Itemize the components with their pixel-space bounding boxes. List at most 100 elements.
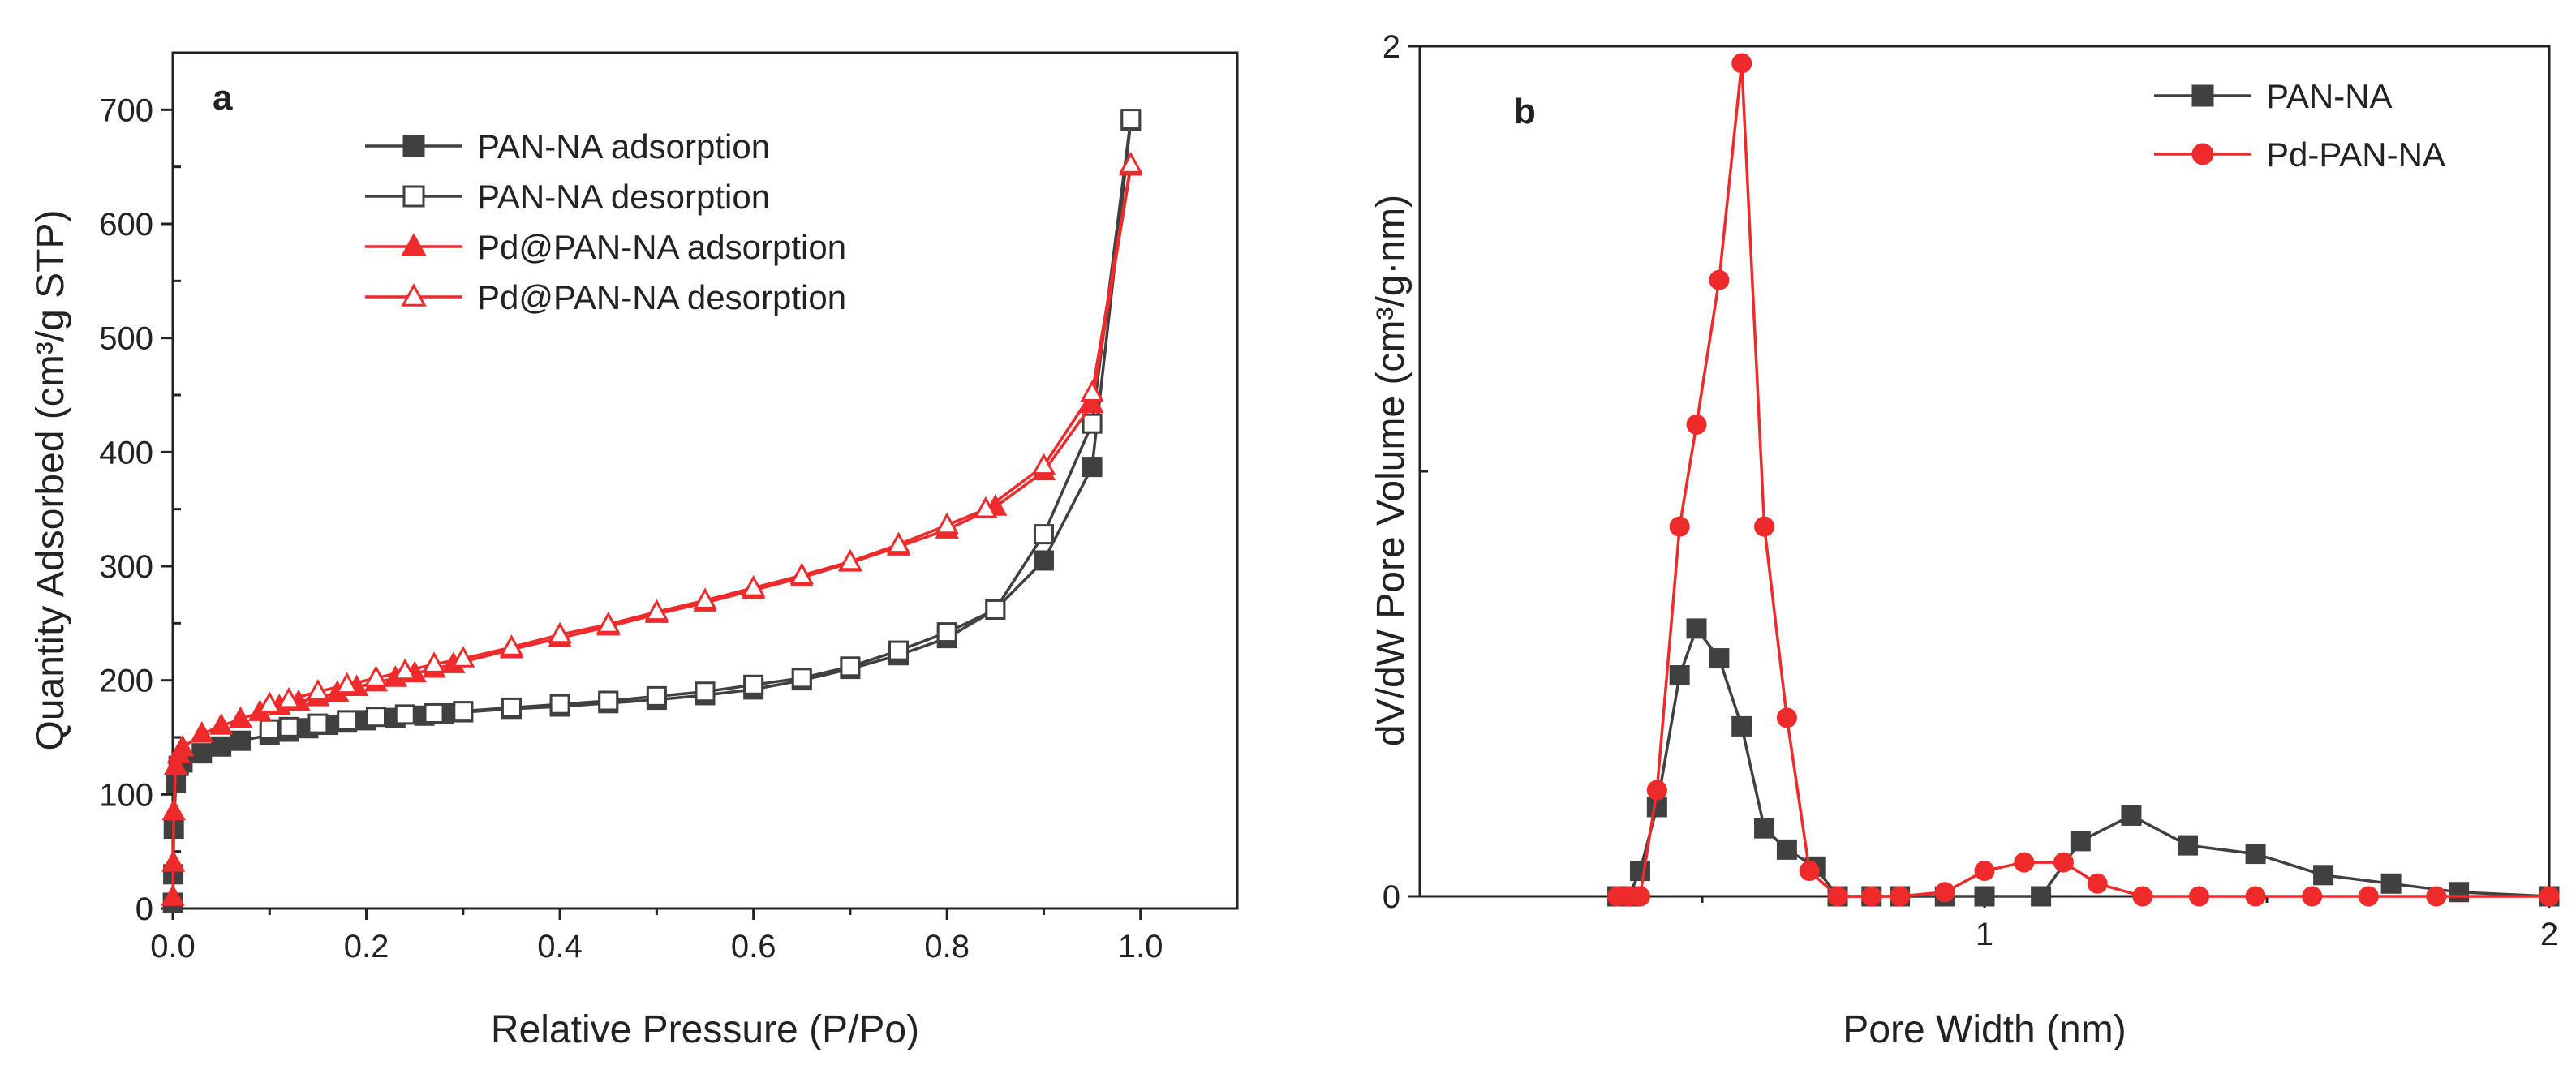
a-data-point (1119, 152, 1143, 174)
a-data-point (161, 884, 185, 906)
a-y-tick-label: 400 (99, 435, 153, 470)
a-data-point (257, 691, 282, 714)
b-data-point (2188, 886, 2209, 907)
b-data-point (1669, 665, 1690, 686)
b-x-tick-label: 2 (2540, 917, 2558, 952)
a-data-point (840, 656, 861, 677)
panel-a-series (161, 109, 1143, 913)
panel-b-xlabel: Pore Width (nm) (1843, 1008, 2126, 1051)
a-data-point (838, 548, 862, 571)
a-x-tick-label: 0.4 (537, 929, 583, 964)
a-data-point (453, 701, 474, 722)
a-data-point (936, 622, 957, 643)
a-data-point (211, 736, 232, 757)
a-legend-label: Pd@PAN-NA desorption (477, 278, 846, 316)
b-data-point (1827, 886, 1848, 907)
a-data-point (791, 668, 812, 689)
a-data-point (499, 634, 524, 656)
a-data-point (1082, 457, 1103, 478)
a-data-point (337, 710, 358, 731)
a-data-point (548, 621, 572, 644)
a-legend-label: PAN-NA desorption (477, 178, 770, 216)
a-data-point (393, 658, 417, 681)
b-data-point (1754, 818, 1775, 839)
b-data-point (1731, 53, 1752, 74)
b-data-point (2132, 886, 2153, 907)
a-data-point (365, 707, 386, 728)
b-data-point (1974, 886, 1995, 907)
a-data-point (228, 706, 253, 728)
b-data-point (1709, 269, 1730, 290)
a-data-point (644, 599, 669, 621)
a-legend-marker (401, 233, 427, 256)
a-y-tick-label: 600 (99, 207, 153, 243)
a-data-point (230, 730, 251, 751)
b-data-point (2302, 886, 2323, 907)
b-data-point (2380, 873, 2402, 894)
a-x-tick-label: 0.0 (150, 929, 196, 964)
b-data-point (1776, 839, 1797, 860)
panel-b-series (1607, 53, 2560, 907)
a-data-point (161, 849, 186, 872)
panel-b-ticks: 1 2 0 2 (1383, 29, 2558, 952)
b-x-tick-label: 1 (1976, 917, 1993, 952)
b-data-point (2449, 882, 2470, 903)
b-data-point (2178, 835, 2199, 856)
a-data-point (306, 678, 330, 701)
a-data-point (935, 512, 959, 535)
b-data-point (1799, 861, 1820, 882)
b-data-point (2426, 886, 2447, 907)
b-data-point (1686, 618, 1707, 639)
b-data-point (1861, 886, 1882, 907)
a-data-point (693, 587, 717, 610)
b-data-point (1934, 882, 1955, 903)
a-data-point (170, 734, 195, 757)
a-data-point (363, 665, 389, 687)
a-legend-marker (402, 135, 425, 157)
b-data-point (1646, 797, 1667, 818)
a-data-point (549, 694, 570, 715)
b-y-tick-label: 0 (1383, 879, 1400, 915)
a-legend-label: Pd@PAN-NA adsorption (477, 228, 846, 266)
b-legend-label: PAN-NA (2266, 77, 2393, 115)
a-data-point (1082, 413, 1103, 434)
a-data-point (424, 702, 445, 724)
b-data-point (2121, 805, 2142, 826)
panel-a-ylabel: Quantity Adsorbed (cm³/g STP) (29, 210, 72, 751)
panel-a-letter: a (213, 78, 233, 118)
b-data-point (2539, 886, 2560, 907)
a-data-point (307, 713, 329, 734)
b-series-2 (1607, 53, 2560, 907)
a-data-point (743, 674, 764, 695)
b-data-point (2358, 886, 2379, 907)
a-data-point (789, 562, 814, 585)
panel-b-ylabel: dV/dW Pore Volume (cm³/g·nm) (1370, 195, 1413, 746)
panel-b-legend: PAN-NA Pd-PAN-NA (2154, 77, 2445, 174)
a-data-point (1033, 524, 1054, 545)
a-series-2 (259, 109, 1142, 740)
panel-a-xlabel: Relative Pressure (P/Po) (491, 1008, 919, 1051)
a-y-tick-label: 300 (99, 549, 153, 585)
a-y-tick-label: 100 (99, 777, 153, 813)
a-series-line (269, 164, 1133, 706)
a-data-point (335, 672, 359, 694)
a-data-point (646, 685, 667, 707)
b-data-point (2245, 844, 2266, 865)
a-x-tick-label: 1.0 (1118, 929, 1163, 964)
a-data-point (161, 798, 186, 821)
a-data-point (886, 531, 911, 554)
a-data-point (1033, 550, 1054, 571)
b-y-tick-label: 2 (1383, 29, 1400, 65)
a-data-point (259, 719, 280, 740)
a-legend-marker (402, 185, 425, 208)
a-data-point (741, 574, 766, 597)
a-series-4 (257, 152, 1143, 714)
a-x-tick-label: 0.2 (344, 929, 389, 964)
b-data-point (2070, 831, 2091, 852)
a-y-tick-label: 200 (99, 664, 153, 699)
panel-a-ticks: 0.0 0.2 0.4 0.6 0.8 1.0 0 100 200 300 400 500 600 700 (99, 92, 1163, 964)
a-data-point (974, 496, 998, 518)
b-legend-label: Pd-PAN-NA (2266, 135, 2445, 174)
